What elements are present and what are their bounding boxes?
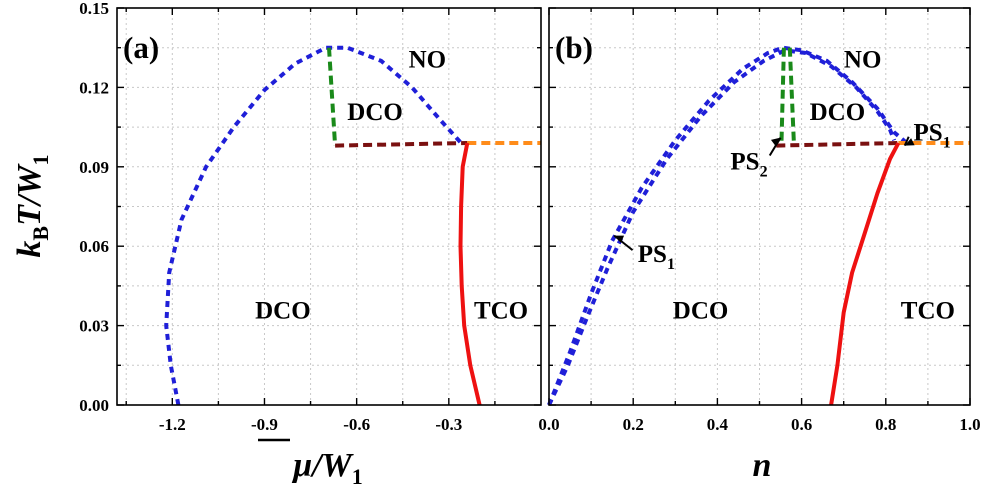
y-tick-label: 0.06 [79,237,109,256]
y-axis-title: kBT/W1 [11,154,53,257]
x-tick-label: 0.8 [875,415,896,434]
x-tick-label: -0.6 [343,415,370,434]
panel-a: -1.2 -0.9 -0.6 -0.3 0.00 0.03 0.06 0.09 0.12 0.15… [79,0,542,434]
x-tick-label: 0.2 [623,415,644,434]
plot-frame [548,7,971,406]
region-label: DCO [673,298,729,325]
phase-separation-label: PS1 [914,119,951,151]
panel-label: (a) [123,30,159,65]
y-tick-label: 0.09 [79,158,109,177]
arrow-head [614,235,625,243]
series-line [164,45,463,406]
series-line [335,141,468,148]
x-tick-label: 0.6 [791,415,812,434]
series-line [458,142,482,406]
y-tick-label: 0.12 [79,78,109,97]
arrow-line [903,136,910,147]
series-line [787,47,796,146]
phase-separation-label: PS1 [638,241,675,273]
region-label: NO [409,46,447,73]
y-tick-label: 0.15 [79,0,109,18]
region-label: TCO [474,298,528,325]
region-label: DCO [347,99,403,126]
x-tick-label: -1.2 [159,415,186,434]
series-line [547,48,897,406]
y-tick-label: 0.00 [79,396,109,415]
plot-frame [116,7,542,406]
x-tick-label: 1.0 [959,415,980,434]
phase-separation-label: PS2 [730,149,767,181]
region-label: TCO [901,298,955,325]
region-label: DCO [255,298,311,325]
series-line [776,141,899,148]
x-tick-label: -0.9 [251,415,278,434]
arrow-head [904,138,915,146]
x-axis-title: μ/W1 [291,447,363,489]
y-tick-label: 0.03 [79,317,109,336]
axis-titles: kBT/W1 μ/W1 n [11,154,771,489]
arrow-head [770,137,781,147]
panel-label: (b) [555,30,593,65]
x-tick-label: 0.4 [707,415,729,434]
panel-b: 0.0 0.2 0.4 0.6 0.8 1.0 (b) NO DCO DCO TCO PS1 PS2 PS… [538,7,981,434]
series-line [829,142,901,406]
region-label: DCO [810,99,866,126]
x-tick-label: 0.0 [538,415,559,434]
x-axis-title: n [753,447,772,484]
series-line [327,47,338,146]
region-label: NO [844,46,882,73]
series-line [779,47,786,146]
series-line [547,45,909,406]
x-tick-label: -0.3 [435,415,462,434]
